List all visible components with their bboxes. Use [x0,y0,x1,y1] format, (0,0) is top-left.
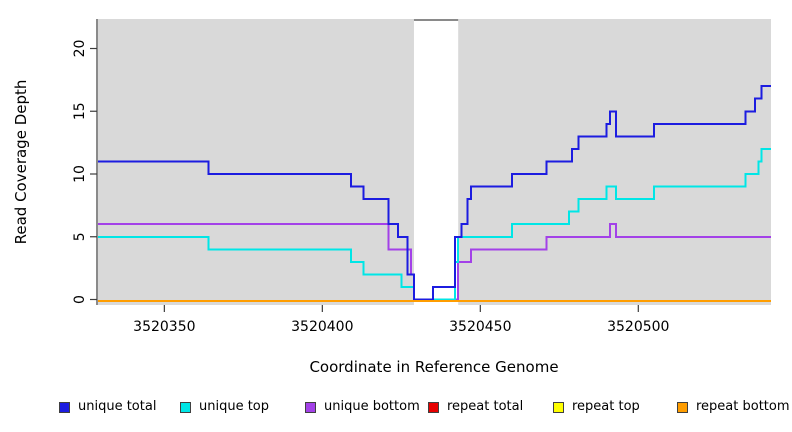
x-axis-title: Coordinate in Reference Genome [309,358,559,376]
legend: unique total unique top unique bottom repea… [0,397,792,421]
y-tick-label: 20 [72,40,88,58]
series-line-unique-top [98,147,771,301]
legend-item-repeat-bottom: repeat bottom [677,397,790,417]
y-tick-label: 10 [72,165,88,183]
coverage-gap-band-top-edge [413,19,459,21]
y-tick-label: 5 [72,232,88,241]
legend-item-unique-total: unique total [59,397,156,417]
coverage-gap-band [413,19,459,305]
legend-swatch-icon [553,401,564,413]
x-tick-label: 3520400 [291,319,353,335]
legend-label: repeat bottom [696,399,790,414]
legend-swatch-icon [59,401,70,413]
legend-label: unique bottom [324,399,420,414]
legend-item-repeat-top: repeat top [553,397,640,417]
legend-item-repeat-total: repeat total [428,397,523,417]
legend-swatch-icon [677,401,688,413]
legend-label: unique top [199,399,270,414]
x-tick-label: 3520450 [449,319,511,335]
legend-swatch-icon [305,401,316,413]
legend-label: repeat total [447,399,524,414]
legend-item-unique-bottom: unique bottom [305,397,420,417]
legend-swatch-icon [180,401,191,413]
y-axis-title: Read Coverage Depth [12,79,30,245]
legend-label: repeat top [572,399,640,414]
y-tick-label: 0 [72,295,88,304]
legend-item-unique-top: unique top [180,397,269,417]
series-line-unique-total [98,85,771,301]
x-tick-label: 3520500 [607,319,669,335]
legend-swatch-icon [428,401,439,413]
x-tick-label: 3520350 [133,319,195,335]
y-tick-label: 15 [72,102,88,120]
legend-label: unique total [78,399,157,414]
